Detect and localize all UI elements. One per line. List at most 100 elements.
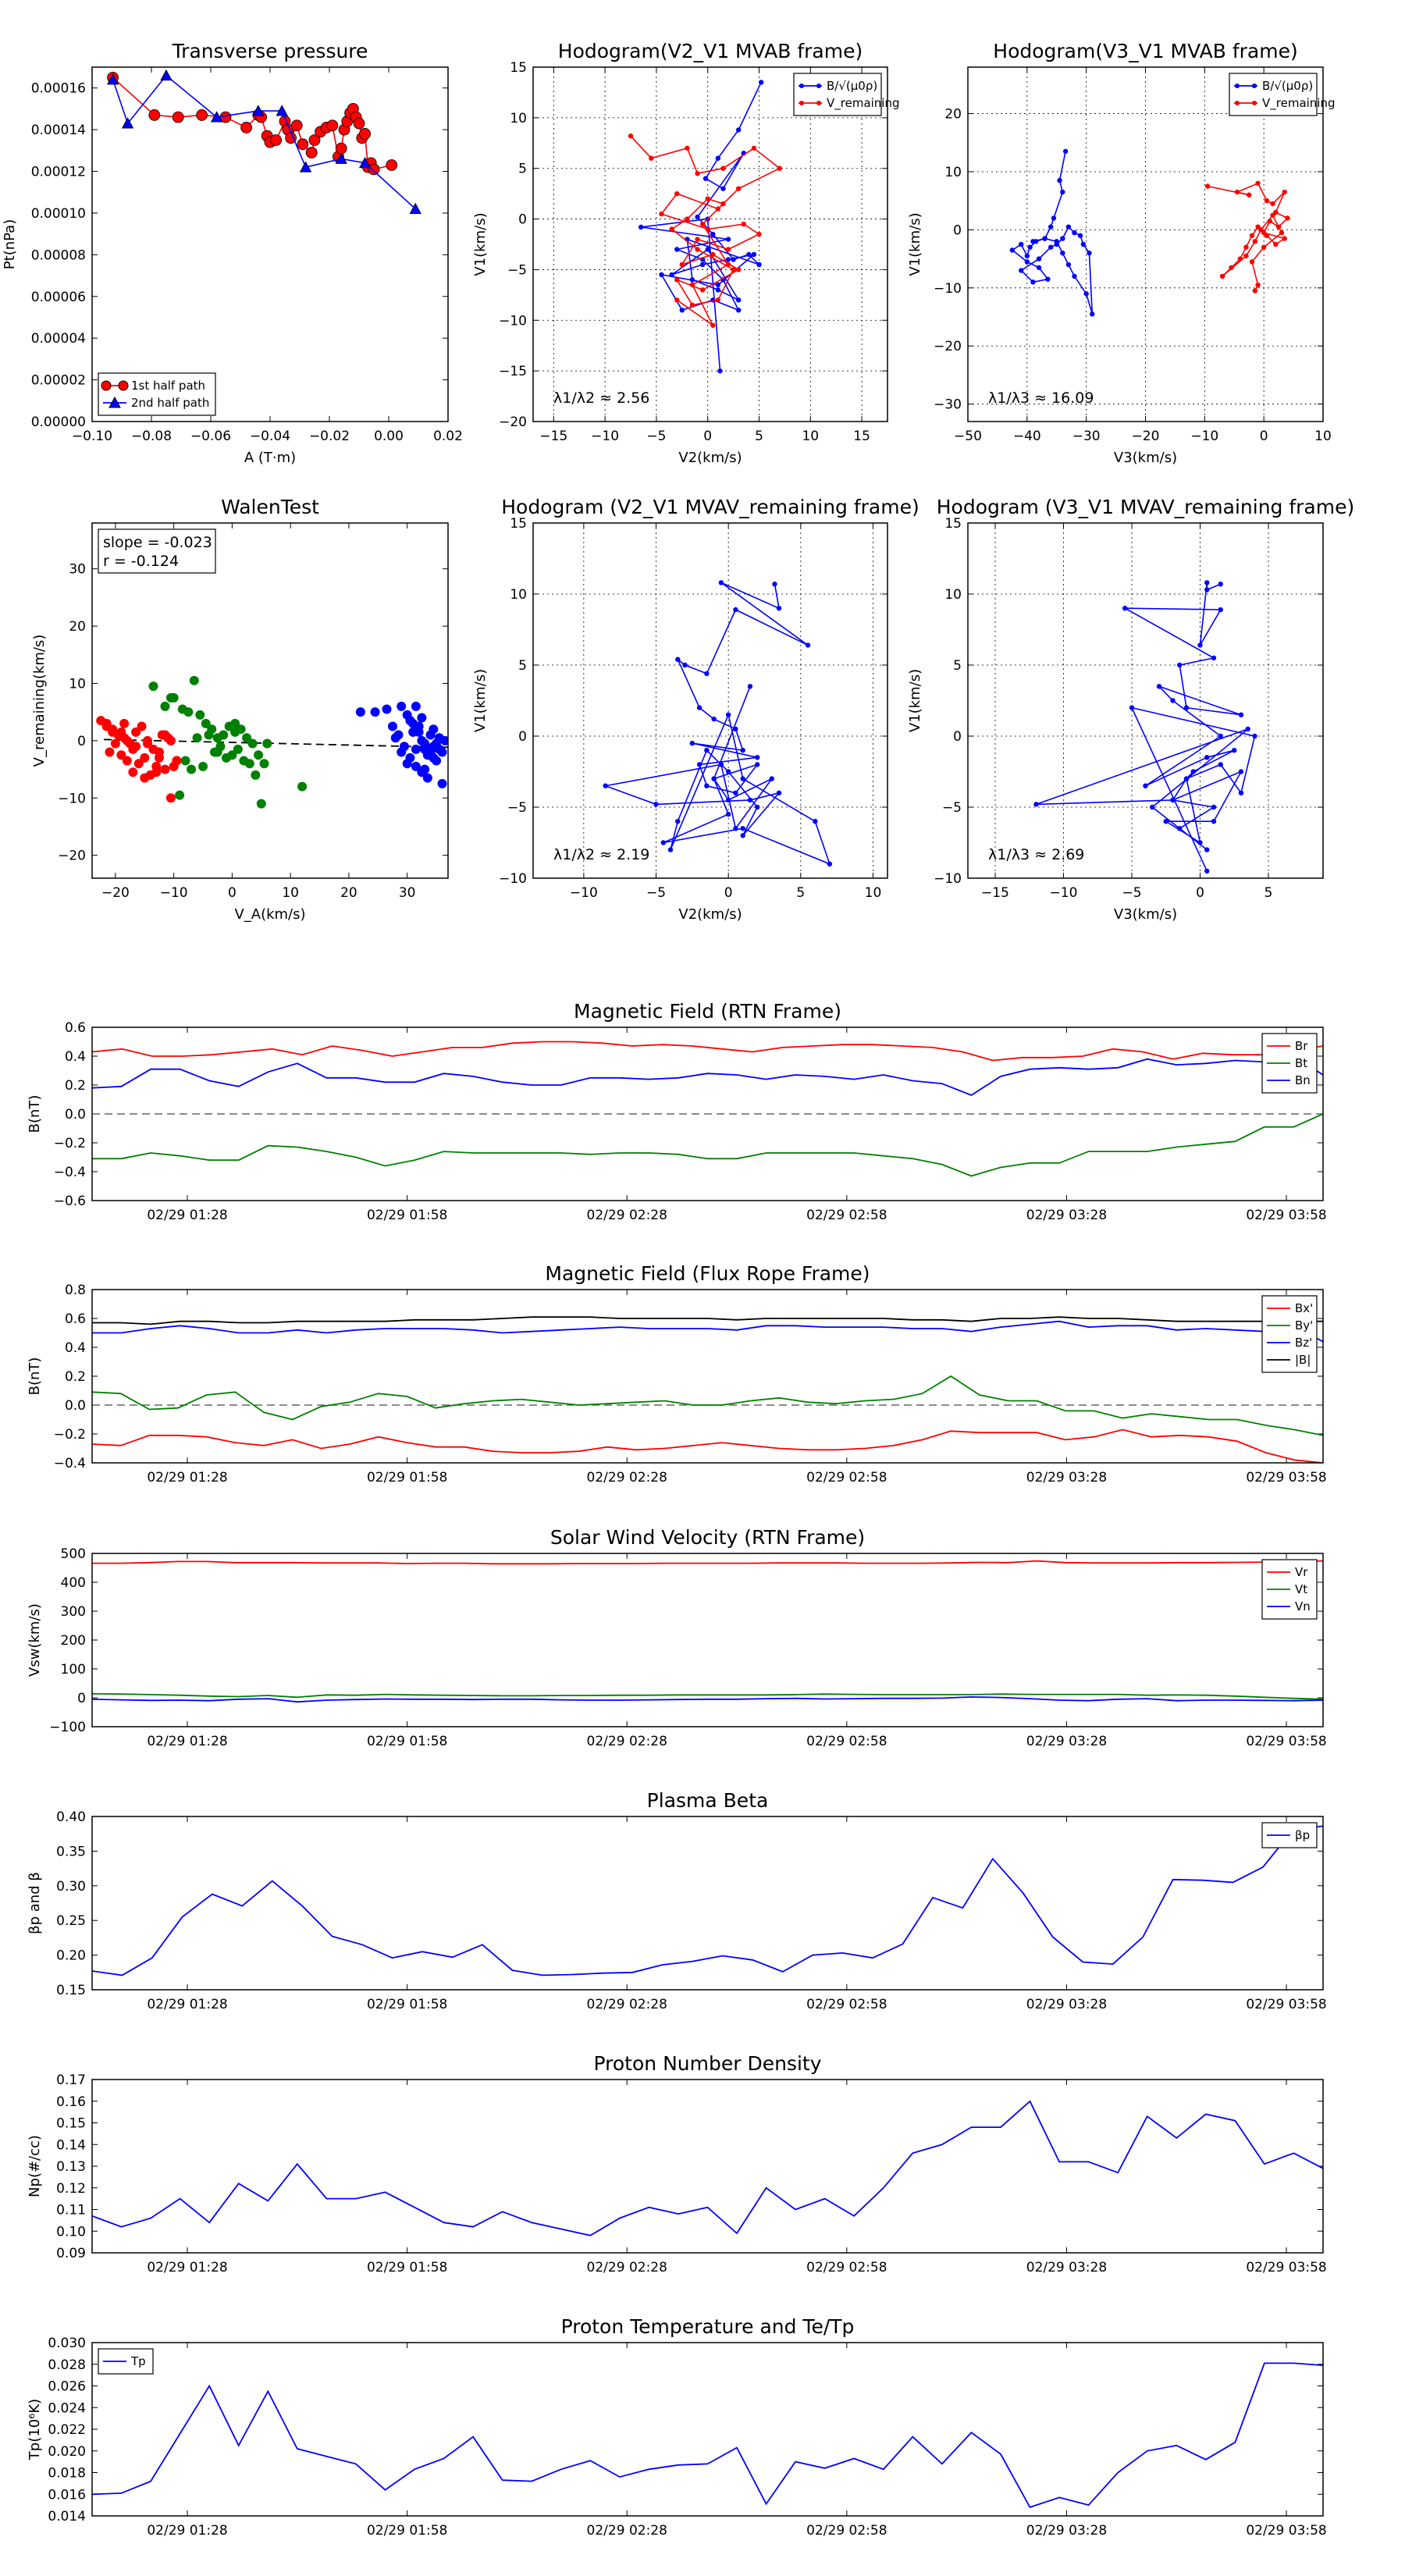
fluxrope-xtick-label: 02/29 03:28	[1026, 1470, 1107, 1485]
h21-ytick-label: 0	[518, 212, 527, 228]
walen-point	[411, 744, 421, 754]
h21r-ytick-label: 15	[510, 516, 527, 532]
h31-point	[1083, 291, 1089, 297]
h21-legend-marker	[799, 101, 804, 105]
h31r-point	[1252, 733, 1257, 739]
bfield-ytick-label: 0.2	[65, 1078, 86, 1094]
h31-point	[1252, 239, 1257, 244]
fluxrope-legend-label: Bx'	[1295, 1301, 1313, 1315]
h31r-xtick-label: −10	[1050, 885, 1078, 901]
h31r-point	[1204, 587, 1210, 592]
h21-legend-label: B/√(μ0ρ)	[827, 79, 877, 93]
np-xtick-label: 02/29 02:58	[806, 2260, 887, 2275]
h31r-point	[1238, 790, 1244, 795]
h31r-xtick-label: 0	[1196, 885, 1204, 901]
h21-point	[720, 165, 726, 171]
h31-point	[1204, 183, 1211, 189]
h21-point	[710, 322, 716, 328]
h21r-title: Hodogram (V2_V1 MVAV_remaining frame)	[501, 496, 919, 518]
bfield-legend: Br Bt Bn	[1261, 1033, 1318, 1094]
h31r-point	[1163, 819, 1168, 824]
h31-point	[1087, 250, 1092, 256]
h31r-title: Hodogram (V3_V1 MVAV_remaining frame)	[937, 496, 1355, 518]
h31-point	[1048, 244, 1054, 250]
walen-stats-box	[98, 528, 216, 574]
tp-xtick-label: −0.08	[131, 429, 172, 444]
h21-ytick-label: 5	[518, 162, 527, 177]
h21-point	[659, 211, 664, 217]
walen-ytick-label: 30	[69, 562, 86, 578]
vsw-ytick-label: −100	[49, 1720, 86, 1735]
h21-point	[710, 231, 716, 237]
h21-point	[725, 257, 731, 262]
temp-ytick-label: 0.024	[48, 2400, 86, 2416]
np-ytick-label: 0.12	[56, 2181, 86, 2197]
h21-point	[679, 308, 685, 313]
h21r-point	[813, 819, 818, 824]
walen-title: WalenTest	[221, 496, 319, 518]
walen-point	[256, 799, 266, 809]
temp-ytick-label: 0.018	[48, 2466, 86, 2482]
walen-xlabel: V_A(km/s)	[234, 906, 305, 923]
h21r-point	[689, 740, 695, 746]
vsw-ytick-label: 0	[77, 1691, 86, 1706]
h21r-point	[696, 762, 702, 767]
walen-point	[417, 713, 427, 723]
walen-xtick-label: −20	[101, 885, 130, 901]
h21-point	[695, 214, 700, 220]
h31r-point	[1177, 826, 1183, 831]
tp-point	[386, 159, 398, 171]
tp-ytick-label: 0.00000	[31, 415, 86, 430]
h31r-ylabel: V1(km/s)	[907, 669, 923, 732]
h31-point	[1249, 259, 1255, 265]
walen-point	[230, 718, 240, 728]
walen-point	[105, 747, 115, 757]
h31-point	[1080, 241, 1087, 247]
beta-panel: 02/29 01:28 02/29 01:58 02/29 02:28 02/29 0…	[27, 1789, 1327, 2012]
temp-frame	[91, 2342, 1324, 2517]
h21r-point	[704, 748, 710, 753]
walen-point	[192, 733, 202, 743]
vsw-ytick-label: 300	[61, 1604, 86, 1620]
h31r-point	[1218, 762, 1223, 767]
np-ytick-label: 0.13	[56, 2159, 86, 2175]
walen-point	[393, 730, 404, 740]
beta-xtick-label: 02/29 01:58	[367, 1997, 447, 2012]
h21r-point	[704, 671, 710, 677]
h21-plot-area	[628, 80, 783, 374]
h21-point	[669, 226, 674, 232]
h21-xtick-label: 10	[802, 429, 819, 444]
h31-point	[1009, 247, 1016, 253]
tp-ytick-label: 0.00004	[31, 331, 86, 347]
bfield-xtick-label: 02/29 02:28	[587, 1208, 667, 1223]
np-xtick-label: 02/29 03:58	[1246, 2260, 1326, 2275]
temp-title: Proton Temperature and Te/Tp	[561, 2315, 855, 2338]
h31-point	[1060, 236, 1065, 241]
walen-point	[128, 767, 138, 777]
h21-point	[705, 196, 710, 201]
h31r-xtick-label: 5	[1264, 885, 1273, 901]
tp-legend-marker	[118, 380, 129, 391]
fluxrope-plot-area	[92, 1316, 1323, 1463]
h31-legend: B/√(μ0ρ) V_remaining	[1229, 73, 1336, 116]
h31r-annotation: λ1/λ3 ≈ 2.69	[988, 846, 1084, 863]
h31-point	[1042, 236, 1048, 241]
fluxrope-ylabel: B(nT)	[27, 1357, 43, 1396]
temp-plot-area	[92, 2362, 1323, 2508]
fluxrope-legend: Bx' By' Bz' |B|	[1261, 1295, 1318, 1373]
walen-point	[201, 718, 211, 728]
h21-series-line	[630, 135, 781, 326]
h31r-ytick-label: 5	[953, 658, 962, 674]
tp-point	[305, 147, 318, 158]
walen-ytick-label: 20	[69, 619, 86, 635]
bfield-xtick-label: 02/29 03:28	[1026, 1208, 1107, 1223]
h31r-point	[1129, 705, 1135, 710]
walen-point	[414, 721, 424, 731]
h31-point	[1273, 241, 1279, 247]
tp-point	[297, 138, 309, 151]
h31-point	[1282, 189, 1287, 195]
vsw-plot-area	[92, 1560, 1323, 1703]
h21-point	[699, 287, 706, 293]
h31r-ytick-label: 0	[953, 729, 962, 745]
walen-stat-0: slope = -0.023	[103, 534, 212, 551]
